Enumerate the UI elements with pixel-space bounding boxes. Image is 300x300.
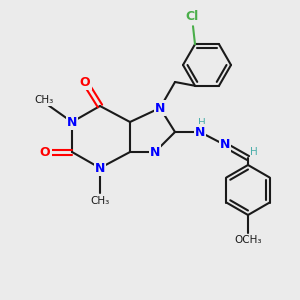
Text: H: H [198, 118, 206, 128]
Text: CH₃: CH₃ [90, 196, 110, 206]
Text: CH₃: CH₃ [34, 95, 54, 105]
Text: O: O [40, 146, 50, 158]
Text: N: N [195, 125, 205, 139]
Text: Cl: Cl [185, 10, 199, 23]
Text: N: N [67, 116, 77, 128]
Text: O: O [80, 76, 90, 88]
Text: N: N [220, 139, 230, 152]
Text: N: N [155, 101, 165, 115]
Text: N: N [95, 161, 105, 175]
Text: N: N [150, 146, 160, 158]
Text: H: H [250, 147, 258, 157]
Text: OCH₃: OCH₃ [234, 235, 262, 245]
